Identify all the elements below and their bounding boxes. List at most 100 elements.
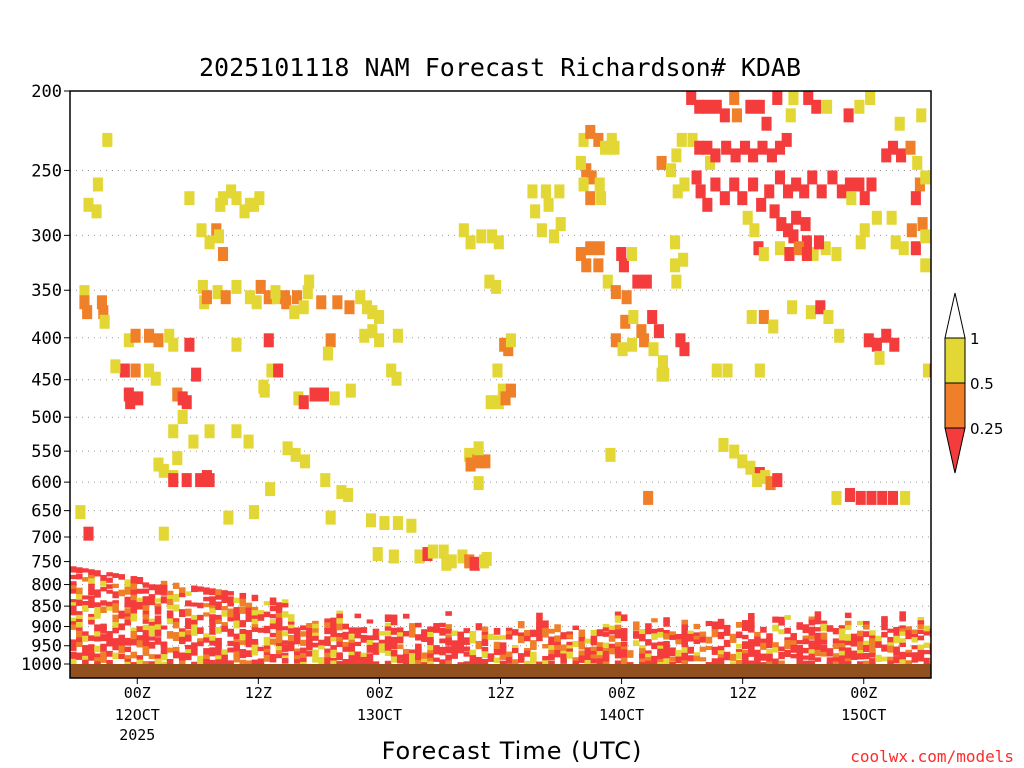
band-cell: [191, 585, 198, 593]
band-cell: [863, 644, 870, 652]
band-cell: [651, 628, 658, 634]
y-axis-ticks: 200 250 300 350 400 450 500 550 600 650 700 750 8008…: [21, 82, 70, 675]
data-cell: [300, 454, 311, 469]
band-cell: [517, 621, 525, 629]
band-cell: [124, 637, 132, 644]
band-cell: [911, 655, 919, 663]
band-cell: [645, 653, 652, 660]
band-cell: [530, 656, 537, 664]
band-cell: [614, 624, 622, 632]
data-cell: [481, 551, 492, 566]
band-cell: [863, 640, 870, 646]
band-cell: [209, 617, 216, 623]
band-cell: [499, 642, 507, 648]
band-cell: [838, 633, 846, 639]
band-cell: [693, 652, 701, 659]
band-cell: [269, 638, 277, 645]
band-cell: [687, 633, 695, 642]
band-cell: [191, 614, 198, 622]
band-cell: [802, 660, 810, 666]
band-cell: [402, 653, 410, 662]
band-cell: [887, 660, 894, 667]
band-cell: [76, 599, 83, 606]
band-cell: [433, 657, 440, 662]
band-cell: [675, 650, 682, 657]
band-cell: [390, 649, 398, 655]
band-cell: [251, 644, 259, 652]
data-cell: [793, 241, 804, 256]
band-cell: [857, 641, 864, 650]
data-cell: [877, 490, 888, 505]
band-cell: [209, 605, 216, 610]
band-cell: [578, 655, 586, 663]
band-cell: [445, 660, 452, 667]
band-cell: [614, 615, 622, 623]
band-cell: [402, 648, 410, 657]
data-cell: [754, 363, 765, 378]
x-tick-label-3: 12Z: [487, 684, 514, 702]
band-cell: [402, 613, 410, 619]
band-cell: [136, 659, 144, 665]
band-cell: [796, 654, 804, 660]
band-cell: [293, 659, 301, 664]
band-cell: [233, 597, 241, 604]
band-cell: [209, 628, 216, 635]
data-cell: [464, 554, 475, 569]
band-cell: [251, 606, 259, 613]
data-cell: [150, 371, 161, 386]
data-cell: [865, 91, 876, 105]
band-cell: [451, 640, 458, 648]
band-cell: [548, 654, 555, 661]
band-cell: [530, 643, 537, 651]
data-cell: [871, 210, 882, 225]
band-cell: [106, 650, 113, 657]
band-cell: [772, 647, 779, 653]
band-cell: [869, 650, 876, 655]
data-cell: [244, 197, 255, 212]
band-cell: [233, 638, 241, 645]
band-cell: [481, 651, 489, 658]
band-cell: [348, 634, 356, 640]
data-cell: [367, 324, 378, 339]
band-cell: [112, 645, 119, 651]
band-cell: [923, 642, 931, 648]
band-cell: [760, 638, 767, 646]
band-cell: [899, 638, 906, 643]
band-cell: [808, 635, 816, 640]
band-cell: [306, 633, 313, 639]
band-cell: [82, 645, 89, 652]
band-cell: [639, 645, 646, 651]
band-cell: [300, 631, 307, 637]
data-cell: [914, 177, 925, 192]
data-cell: [386, 363, 397, 378]
band-cell: [899, 656, 906, 662]
band-cell: [82, 631, 89, 637]
band-cell: [124, 646, 132, 652]
data-cell: [916, 108, 927, 123]
band-cell: [602, 654, 610, 661]
data-cell: [91, 204, 102, 219]
band-cell: [312, 623, 319, 631]
band-cell: [657, 652, 664, 658]
band-cell: [348, 642, 356, 650]
band-cell: [378, 631, 386, 636]
band-cell: [844, 612, 852, 619]
band-cell: [118, 589, 125, 597]
band-cell: [657, 628, 664, 634]
band-cell: [572, 657, 580, 662]
colorbar-label-0.5: 0.5: [970, 375, 994, 393]
band-cell: [172, 593, 180, 602]
band-cell: [166, 598, 174, 606]
data-cell: [628, 310, 639, 324]
data-cell: [243, 434, 254, 449]
band-cell: [415, 634, 422, 641]
band-cell: [536, 629, 543, 637]
band-cell: [88, 600, 95, 608]
data-cell: [422, 547, 433, 562]
data-cell: [273, 363, 284, 378]
band-cell: [542, 660, 549, 668]
band-cell: [203, 596, 210, 602]
band-cell: [790, 640, 797, 648]
band-cell: [548, 645, 555, 652]
band-cell: [209, 659, 216, 666]
